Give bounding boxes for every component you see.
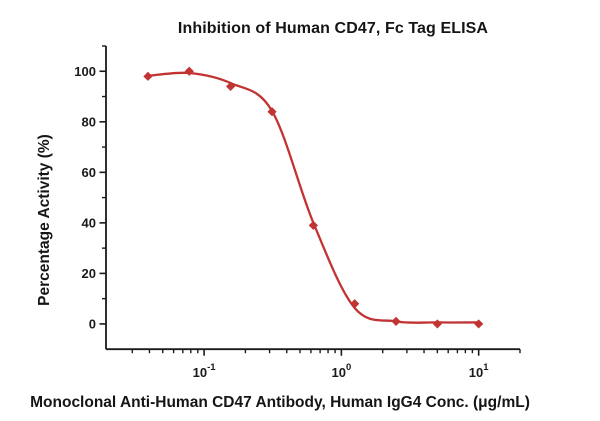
data-point [267,107,277,117]
y-tick-label: 60 [82,165,96,180]
data-point [143,71,153,81]
y-tick-label: 40 [82,215,96,230]
x-tick-label: 101 [469,362,489,380]
data-point [184,66,194,76]
chart-title: Inhibition of Human CD47, Fc Tag ELISA [177,20,489,37]
data-point [226,81,236,92]
data-point [391,316,401,327]
y-tick-label: 20 [82,266,96,281]
y-tick-label: 0 [89,316,96,331]
fit-curve [146,71,480,324]
y-tick-label: 80 [82,114,96,129]
x-tick-label: 100 [331,362,351,380]
data-point [350,299,360,309]
y-axis-label: Percentage Activity (%) [36,134,53,306]
data-point [308,220,318,230]
x-axis-label: Monoclonal Anti-Human CD47 Antibody, Hum… [30,394,530,411]
data-point [474,319,484,329]
x-tick-label: 10-1 [193,362,217,380]
data-point [432,319,442,329]
y-tick-label: 100 [74,64,96,79]
